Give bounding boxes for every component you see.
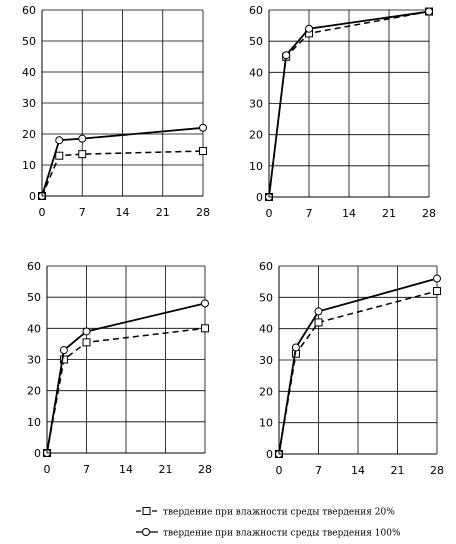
y-tick-label: 30 [259,354,273,367]
legend-circle-marker [142,528,150,536]
data-point-circle [282,51,291,60]
chart-3: 0 10 20 30 40 50 60 0 7 14 21 28 [27,260,212,476]
x-tick-label: 0 [266,207,273,220]
y-tick-label: 10 [259,417,273,430]
data-point-circle [199,123,207,132]
x-tick-label: 7 [306,207,313,220]
y-tick-label: 0 [34,447,41,460]
x-tick-label: 0 [44,463,51,476]
x-tick-label: 28 [422,207,436,220]
legend-square-marker [142,507,151,515]
x-tick-label: 21 [159,463,173,476]
x-tick-label: 21 [382,207,396,220]
series-line-20 [41,150,204,197]
data-point-circle [425,7,433,16]
x-tick-label: 7 [315,464,322,477]
y-tick-label: 60 [22,4,36,17]
x-tick-label: 14 [116,206,130,219]
series-line-100 [41,126,204,197]
x-tick-label: 14 [119,463,133,476]
x-tick-label: 7 [79,206,86,219]
data-point-circle [291,343,300,352]
y-tick-label: 50 [249,35,263,48]
y-tick-label: 40 [249,66,263,79]
y-tick-label: 20 [27,385,41,398]
data-point-circle [59,346,68,355]
y-tick-label: 0 [29,190,36,203]
series-line-20 [46,327,206,454]
data-point-square [314,318,323,327]
y-tick-label: 60 [27,260,41,273]
data-point-square [59,355,68,364]
data-point-circle [305,24,313,33]
series-line-100 [268,10,430,198]
legend-item-solid-circle: твердение при влажности среды твердения … [136,528,401,539]
data-point-square [199,147,207,156]
charts-area: 0 10 20 30 40 50 60 0 7 14 21 28 0 10 20 30 40 50 60 0 7 14 21… [22,4,444,477]
y-tick-label: 20 [259,385,273,398]
chart-4: 0 10 20 30 40 50 60 0 7 14 21 28 [259,260,444,477]
y-tick-label: 10 [22,159,36,172]
x-tick-label: 0 [276,464,283,477]
series-line-100 [278,277,438,455]
x-tick-label: 28 [198,463,212,476]
x-tick-label: 21 [156,206,170,219]
y-tick-label: 60 [259,260,273,273]
y-tick-label: 30 [22,97,36,110]
x-tick-label: 28 [430,464,444,477]
data-point-circle [55,136,64,145]
y-tick-label: 50 [27,291,41,304]
y-tick-label: 60 [249,4,263,17]
y-tick-label: 50 [259,291,273,304]
legend-label-100: твердение при влажности среды твердения … [163,529,401,539]
data-point-circle [314,307,323,316]
y-tick-label: 40 [27,322,41,335]
y-tick-label: 40 [259,323,273,336]
legend-label-20: твердение при влажности среды твердения … [163,508,395,518]
data-point-square [82,338,91,347]
x-tick-label: 14 [342,207,356,220]
legend-item-dashed-square: твердение при влажности среды твердения … [136,507,395,518]
y-tick-label: 50 [22,35,36,48]
y-tick-label: 20 [249,129,263,142]
data-point-circle [433,274,441,283]
y-tick-label: 20 [22,128,36,141]
data-point-square [78,150,87,159]
y-tick-label: 10 [249,160,263,173]
chart-2: 0 10 20 30 40 50 60 0 7 14 21 28 [249,4,436,220]
data-point-square [201,324,209,333]
series-line-100 [46,302,206,454]
data-point-circle [78,134,87,143]
x-tick-label: 7 [83,463,90,476]
data-point-square [433,287,441,296]
y-tick-label: 30 [249,98,263,111]
y-tick-label: 0 [256,191,263,204]
data-point-circle [201,299,209,308]
data-point-square [55,151,64,160]
x-tick-label: 14 [351,464,365,477]
x-tick-label: 21 [391,464,405,477]
chart-1: 0 10 20 30 40 50 60 0 7 14 21 28 [22,4,210,219]
y-tick-label: 40 [22,66,36,79]
data-point-circle [82,327,91,336]
y-tick-label: 10 [27,416,41,429]
x-tick-label: 28 [196,206,210,219]
legend: твердение при влажности среды твердения … [136,507,401,539]
y-tick-label: 30 [27,354,41,367]
x-tick-label: 0 [39,206,46,219]
y-tick-label: 0 [266,448,273,461]
